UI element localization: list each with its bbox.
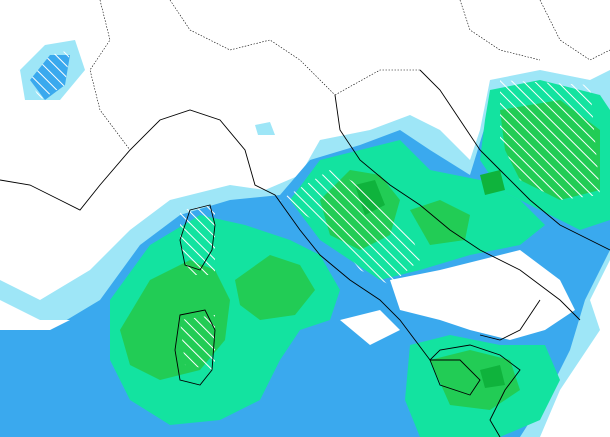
borders — [89, 0, 610, 151]
coastlines — [0, 69, 610, 437]
snow-hatch — [30, 50, 600, 370]
